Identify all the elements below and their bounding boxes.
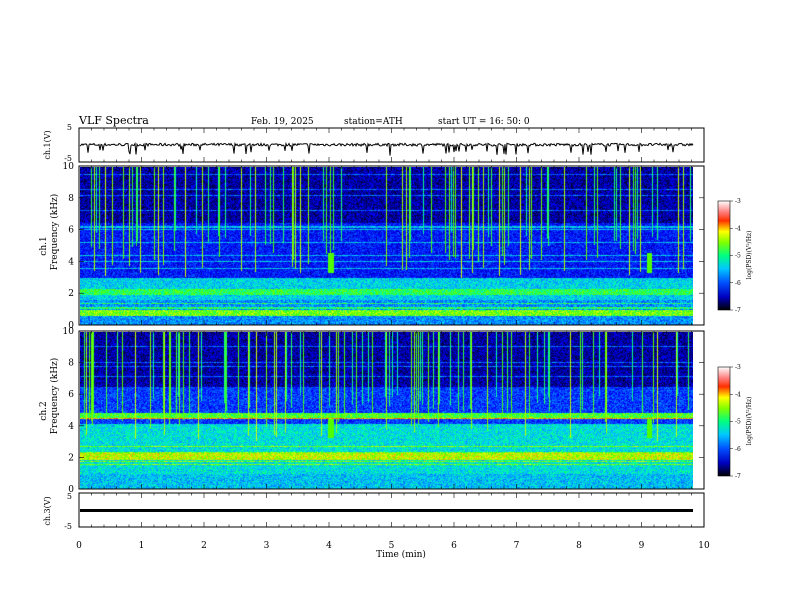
freq-tick-label: 0 bbox=[68, 321, 74, 331]
ch1-colorbar: -7 -6 -5 -4 -3 log(PSD)(V²/Hz) bbox=[717, 198, 753, 314]
ch3-ylabel: ch.3(V) bbox=[43, 496, 52, 525]
ch2-spec-ylabel-top: ch.2 bbox=[39, 401, 49, 420]
freq-tick-label: 0 bbox=[68, 485, 74, 495]
ch1-ylabel: ch.1(V) bbox=[43, 130, 52, 159]
ch1-waveform-panel: 5 -5 ch.1(V) bbox=[43, 123, 705, 163]
ch2-spectrogram-panel: 0 2 4 6 8 10 ch.2 Frequency (kHz) bbox=[39, 327, 705, 495]
date-label: Feb. 19, 2025 bbox=[251, 117, 314, 127]
colorbar-tick-label: -7 bbox=[735, 473, 741, 480]
colorbar-tick-label: -7 bbox=[735, 307, 741, 314]
x-tick-label: 0 bbox=[76, 541, 82, 551]
freq-tick-label: 10 bbox=[63, 327, 75, 337]
colorbar-tick-label: -4 bbox=[735, 391, 741, 398]
x-tick-label: 4 bbox=[326, 541, 332, 551]
ch3-ytick-bottom: -5 bbox=[64, 522, 72, 531]
ch1-ytick-bottom: -5 bbox=[64, 154, 72, 163]
colorbar-tick-label: -6 bbox=[735, 280, 741, 287]
freq-tick-label: 6 bbox=[68, 226, 74, 236]
colorbar-tick-label: -4 bbox=[735, 225, 741, 232]
colorbar-tick-label: -3 bbox=[735, 198, 741, 205]
x-axis: 0 1 2 3 4 5 6 7 8 9 10 bbox=[76, 541, 710, 551]
freq-tick-label: 2 bbox=[68, 289, 74, 299]
freq-tick-label: 4 bbox=[68, 257, 74, 267]
station-label: station=ATH bbox=[344, 117, 403, 127]
ch1-ytick-top: 5 bbox=[67, 123, 72, 132]
x-tick-label: 5 bbox=[389, 541, 395, 551]
x-axis-label: Time (min) bbox=[376, 549, 426, 560]
ch2-spec-ylabel-bottom: Frequency (kHz) bbox=[49, 358, 60, 435]
colorbar-tick-label: -3 bbox=[735, 364, 741, 371]
ch1-waveform-line bbox=[79, 141, 694, 156]
freq-tick-label: 2 bbox=[68, 453, 74, 463]
x-tick-label: 7 bbox=[514, 541, 520, 551]
spectrogram-raster bbox=[80, 332, 693, 489]
freq-tick-label: 6 bbox=[68, 390, 74, 400]
ch3-waveform-panel: 5 -5 ch.3(V) bbox=[43, 492, 705, 531]
x-tick-label: 2 bbox=[201, 541, 207, 551]
colorbar-tick-label: -6 bbox=[735, 446, 741, 453]
x-tick-label: 9 bbox=[639, 541, 645, 551]
freq-tick-label: 8 bbox=[68, 194, 74, 204]
freq-tick-label: 10 bbox=[63, 162, 75, 172]
colorbar-tick-label: -5 bbox=[735, 253, 741, 260]
x-tick-label: 10 bbox=[698, 541, 710, 551]
x-tick-label: 3 bbox=[264, 541, 270, 551]
freq-tick-label: 4 bbox=[68, 422, 74, 432]
colorbar-tick-label: -5 bbox=[735, 419, 741, 426]
chart-title: VLF Spectra bbox=[78, 114, 149, 127]
x-tick-label: 6 bbox=[451, 541, 457, 551]
freq-tick-label: 8 bbox=[68, 359, 74, 369]
ch1-spectrogram-image bbox=[80, 167, 693, 325]
ch1-spectrogram-panel: 0 2 4 6 8 10 ch.1 Frequency (kHz) bbox=[39, 162, 705, 331]
x-tick-label: 1 bbox=[139, 541, 145, 551]
spectrogram-raster bbox=[80, 167, 693, 325]
ch2-spectrogram-image bbox=[80, 332, 693, 489]
ch2-colorbar-label: log(PSD)(V²/Hz) bbox=[746, 397, 753, 446]
start-time-label: start UT = 16: 50: 0 bbox=[438, 117, 530, 127]
ch3-ytick-top: 5 bbox=[67, 492, 72, 501]
x-tick-label: 8 bbox=[576, 541, 582, 551]
ch1-spec-ylabel-top: ch.1 bbox=[39, 236, 49, 255]
ch3-waveform-line bbox=[80, 509, 693, 512]
ch1-spec-ylabel-bottom: Frequency (kHz) bbox=[49, 194, 60, 271]
ch2-colorbar: -7 -6 -5 -4 -3 log(PSD)(V²/Hz) bbox=[717, 364, 753, 480]
ch1-colorbar-label: log(PSD)(V²/Hz) bbox=[746, 231, 753, 280]
